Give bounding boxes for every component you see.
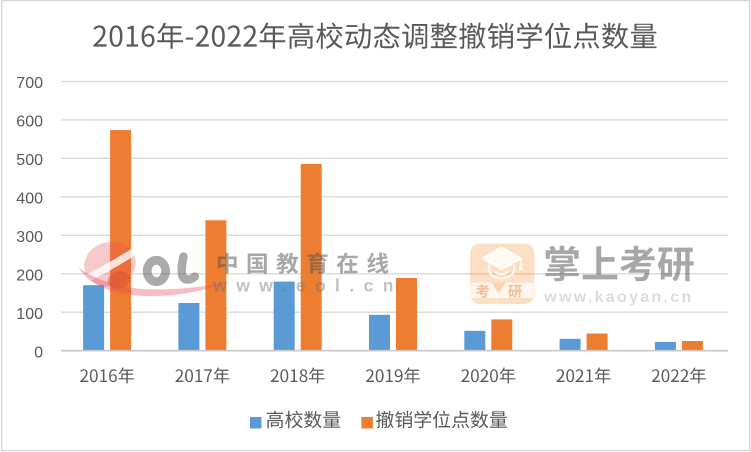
svg-text:0: 0	[34, 344, 43, 361]
svg-text:500: 500	[16, 152, 43, 169]
svg-text:600: 600	[16, 114, 43, 131]
svg-text:www.eol.cn: www.eol.cn	[212, 276, 403, 296]
svg-text:700: 700	[16, 75, 43, 92]
svg-text:www.kaoyan.cn: www.kaoyan.cn	[543, 289, 693, 306]
svg-text:400: 400	[16, 191, 43, 208]
svg-text:100: 100	[16, 306, 43, 323]
svg-text:300: 300	[16, 229, 43, 246]
svg-text:200: 200	[16, 268, 43, 285]
